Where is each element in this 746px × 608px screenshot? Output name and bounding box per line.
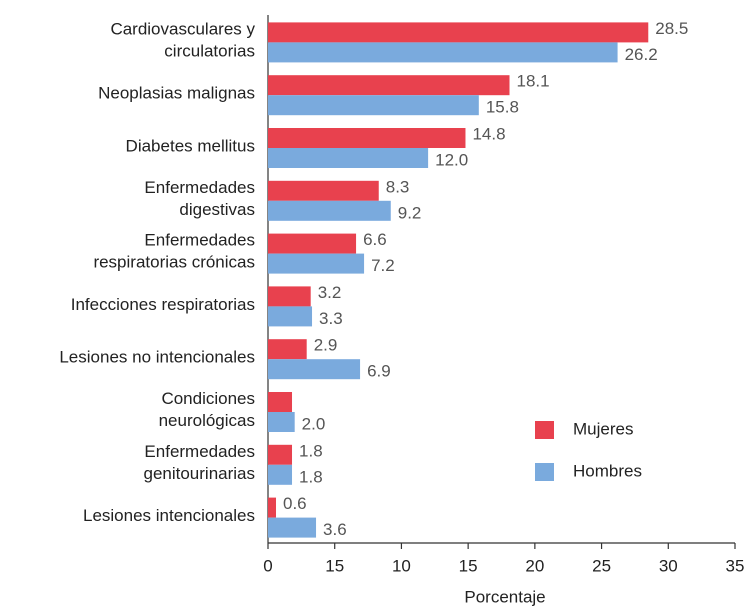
- value-label: 3.6: [323, 520, 347, 539]
- bar: [268, 412, 295, 432]
- x-tick-label: 10: [392, 556, 411, 575]
- x-axis-label: Porcentaje: [464, 587, 545, 606]
- bar: [268, 233, 357, 254]
- bar: [268, 42, 618, 63]
- y-tick-label: Neoplasias malignas: [98, 84, 255, 103]
- value-label: 1.8: [299, 467, 323, 486]
- legend-label: Mujeres: [573, 419, 633, 438]
- y-tick-label: Lesiones intencionales: [83, 506, 255, 525]
- x-tick-label: 35: [726, 556, 745, 575]
- bar: [268, 180, 379, 201]
- legend-swatch: [535, 421, 554, 439]
- value-label: 3.2: [318, 283, 342, 302]
- bar: [268, 200, 391, 221]
- value-label: 28.5: [655, 19, 688, 38]
- value-label: 26.2: [625, 45, 658, 64]
- y-tick-label: Lesiones no intencionales: [59, 348, 255, 367]
- bar: [268, 148, 429, 168]
- bar: [268, 128, 466, 148]
- y-tick-label: Enfermedades respiratorias crónicas: [93, 231, 255, 272]
- x-tick-label: 15: [459, 556, 478, 575]
- y-tick-label: Enfermedades genitourinarias: [143, 442, 255, 483]
- value-label: 0.6: [283, 494, 307, 513]
- bar: [268, 444, 293, 465]
- value-label: 6.9: [367, 362, 391, 381]
- value-label: 7.2: [371, 256, 395, 275]
- value-label: 3.3: [319, 309, 343, 328]
- bar: [268, 306, 313, 327]
- value-label: 6.6: [363, 230, 387, 249]
- value-label: 2.0: [302, 414, 326, 433]
- x-tick-label: 25: [592, 556, 611, 575]
- y-tick-label: Infecciones respiratorias: [71, 295, 255, 314]
- bar: [268, 95, 479, 116]
- legend-label: Hombres: [573, 461, 642, 480]
- value-label: 1.8: [299, 441, 323, 460]
- value-label: 2.9: [314, 336, 338, 355]
- y-tick-label: Enfermedades digestivas: [144, 178, 255, 219]
- x-tick-label: 20: [525, 556, 544, 575]
- bar: [268, 359, 361, 380]
- y-tick-label: Cardiovasculares y circulatorias: [110, 20, 255, 61]
- value-label: 8.3: [386, 177, 410, 196]
- bar: [268, 75, 510, 96]
- x-tick-label: 15: [325, 556, 344, 575]
- bar: [268, 339, 307, 360]
- value-label: 14.8: [472, 124, 505, 143]
- value-label: 12.0: [435, 150, 468, 169]
- y-tick-label: Condiciones neurológicas: [159, 389, 255, 430]
- y-tick-label: Diabetes mellitus: [126, 136, 255, 155]
- value-label: 9.2: [398, 203, 422, 222]
- bar: [268, 517, 317, 538]
- bar: [268, 464, 293, 485]
- bar: [268, 253, 365, 274]
- x-tick-label: 30: [659, 556, 678, 575]
- bar: [268, 286, 311, 307]
- bar: [268, 392, 293, 412]
- x-tick-label: 0: [263, 556, 272, 575]
- legend-swatch: [535, 463, 554, 481]
- value-label: 15.8: [486, 98, 519, 117]
- value-label: 18.1: [517, 72, 550, 91]
- bar: [268, 497, 277, 518]
- bar: [268, 22, 649, 43]
